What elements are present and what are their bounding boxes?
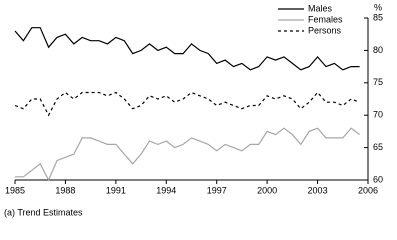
- x-tick-label: 2006: [358, 185, 378, 195]
- legend-label: Females: [308, 14, 343, 24]
- y-axis-label: %: [374, 2, 382, 12]
- legend-label: Males: [308, 3, 333, 13]
- x-tick-label: 1994: [156, 185, 176, 195]
- y-tick-label: 70: [373, 110, 383, 120]
- y-tick-label: 80: [373, 45, 383, 55]
- footnote: (a) Trend Estimates: [4, 207, 83, 217]
- line-series: [14, 27, 360, 71]
- page: {"chart_data": {"type": "line", "y_label…: [4, 2, 384, 218]
- x-tick-label: 1985: [5, 185, 25, 195]
- x-tick-label: 1988: [55, 185, 75, 195]
- x-tick-label: 2003: [308, 185, 328, 195]
- y-tick-label: 75: [373, 77, 383, 87]
- y-tick-label: 60: [373, 174, 383, 184]
- y-tick-label: 85: [373, 12, 383, 22]
- legend-label: Persons: [308, 25, 342, 35]
- y-tick-label: 65: [373, 142, 383, 152]
- line-series: [15, 127, 360, 182]
- x-tick-label: 2000: [257, 185, 277, 195]
- line-series: [14, 91, 360, 117]
- x-tick-label: 1997: [207, 185, 227, 195]
- x-tick-label: 1991: [106, 185, 126, 195]
- chart: % (a) Trend Estimates 60 65 70 75 80 85 1985 19…: [4, 2, 383, 217]
